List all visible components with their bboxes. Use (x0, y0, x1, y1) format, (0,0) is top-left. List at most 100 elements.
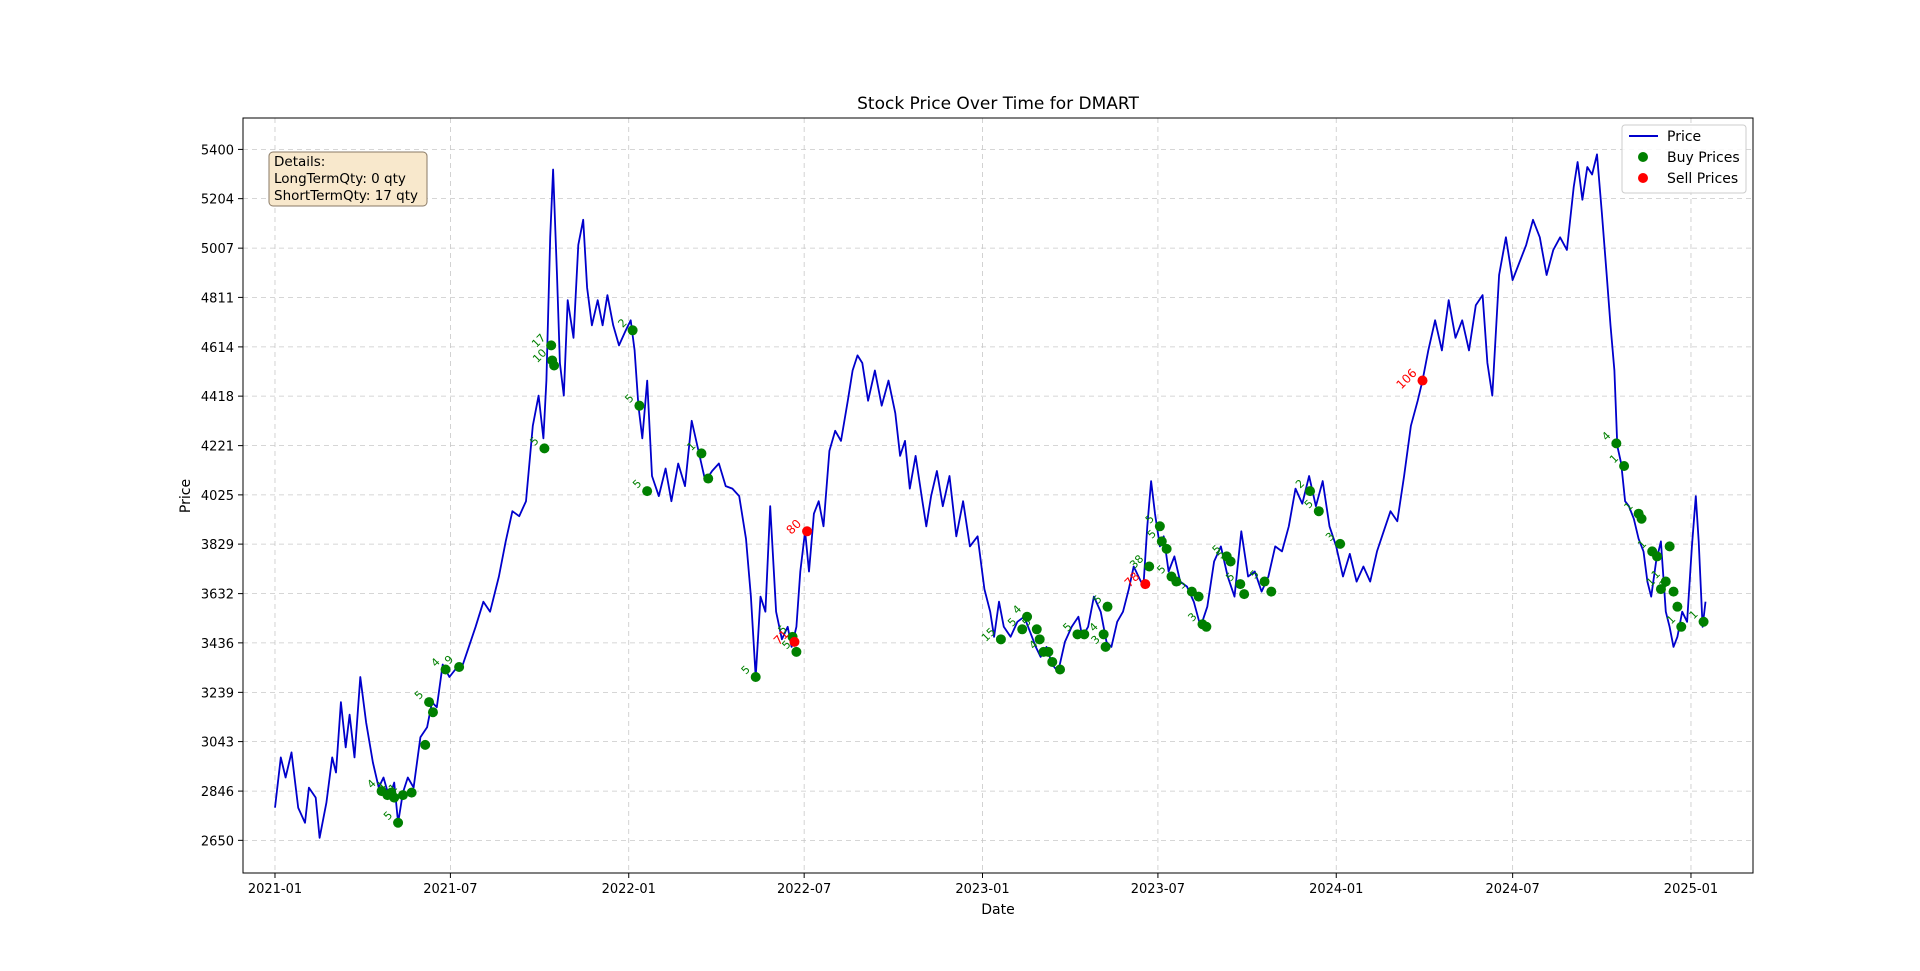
axes: 2021-01 2021-07 2022-01 2022-07 2023-01 2023-… (201, 143, 1718, 897)
x-tick-label: 2021-07 (423, 882, 477, 897)
buy-price-point (627, 325, 638, 336)
buy-price-point (1201, 621, 1212, 632)
y-tick-label: 4025 (201, 489, 234, 504)
buy-price-point (1652, 551, 1663, 562)
details-short-term-qty: ShortTermQty: 17 qty (274, 188, 418, 204)
legend-sell-label: Sell Prices (1667, 171, 1738, 187)
buy-price-point (1672, 601, 1683, 612)
sell-price-point (789, 636, 800, 647)
buy-price-point (1017, 624, 1028, 635)
x-tick-label: 2024-01 (1309, 882, 1363, 897)
buy-price-point (1660, 576, 1671, 587)
details-box-background (268, 151, 428, 207)
x-tick-label: 2023-07 (1131, 882, 1185, 897)
buy-price-point (1034, 634, 1045, 645)
legend-buy-label: Buy Prices (1667, 150, 1740, 166)
y-tick-label: 4811 (201, 291, 234, 306)
buy-price-point (389, 792, 400, 803)
price-series-line (274, 153, 1707, 839)
buy-price-point (397, 790, 408, 801)
buy-price-point (1161, 543, 1172, 554)
buy-price-point (424, 697, 435, 708)
x-axis-label: Date (981, 902, 1014, 918)
y-tick-label: 4418 (201, 390, 234, 405)
legend-sell-marker (1638, 173, 1648, 183)
buy-price-point (1664, 541, 1675, 552)
buy-price-point (642, 486, 653, 497)
buy-price-point (1144, 561, 1155, 572)
buy-price-point (539, 443, 550, 454)
legend-buy-marker (1638, 152, 1648, 162)
buy-price-point (703, 473, 714, 484)
buy-price-point (1193, 591, 1204, 602)
buy-price-point (1698, 616, 1709, 627)
buy-price-point (1154, 521, 1165, 532)
buy-price-point (1156, 536, 1167, 547)
legend: Price Buy Prices Sell Prices (1621, 124, 1747, 194)
buy-price-point (1100, 641, 1111, 652)
buy-price-point (1611, 438, 1622, 449)
buy-price-point (1235, 579, 1246, 590)
y-tick-label: 3829 (201, 538, 234, 553)
legend-price-label: Price (1667, 129, 1701, 145)
details-long-term-qty: LongTermQty: 0 qty (274, 171, 406, 187)
buy-price-point (1668, 586, 1679, 597)
buy-price-point (1022, 611, 1033, 622)
buy-price-point (427, 707, 438, 718)
sell-price-point (802, 526, 813, 537)
buy-price-point (1043, 646, 1054, 657)
buy-price-point (440, 664, 451, 675)
y-tick-label: 5400 (201, 143, 234, 158)
buy-price-point (1655, 584, 1666, 595)
x-tick-label: 2024-07 (1485, 882, 1539, 897)
buy-price-point (1636, 513, 1647, 524)
buy-price-point (1335, 538, 1346, 549)
buy-price-point (1098, 629, 1109, 640)
buy-price-point (549, 360, 560, 371)
buy-price-point (1171, 576, 1182, 587)
buy-price-point (750, 672, 761, 683)
y-tick-label: 2846 (201, 785, 234, 800)
buy-price-point (1239, 589, 1250, 600)
buy-price-point (454, 661, 465, 672)
buy-price-point (546, 340, 557, 351)
buy-price-point (420, 739, 431, 750)
buy-price-point (634, 400, 645, 411)
y-tick-label: 5204 (201, 193, 234, 208)
x-tick-label: 2025-01 (1664, 882, 1718, 897)
buy-price-point (1259, 576, 1270, 587)
plot-frame (242, 117, 1754, 874)
buy-price-point (1676, 621, 1687, 632)
y-tick-label: 3632 (201, 588, 234, 603)
x-tick-label: 2023-01 (955, 882, 1009, 897)
buy-price-point (1102, 601, 1113, 612)
x-tick-label: 2021-01 (248, 882, 302, 897)
sell-price-point (1417, 375, 1428, 386)
buy-price-point (1225, 556, 1236, 567)
buy-price-point (1079, 629, 1090, 640)
y-axis-label: Price (178, 479, 194, 513)
y-tick-label: 3436 (201, 637, 234, 652)
y-tick-label: 2650 (201, 834, 234, 849)
buy-price-point (406, 787, 417, 798)
buy-price-point (1047, 656, 1058, 667)
buy-price-point (1031, 624, 1042, 635)
buy-price-point (696, 448, 707, 459)
y-tick-label: 3043 (201, 736, 234, 751)
buy-price-point (1305, 486, 1316, 497)
buy-price-point (995, 634, 1006, 645)
sell-price-point (1140, 579, 1151, 590)
buy-price-point (393, 817, 404, 828)
y-tick-label: 5007 (201, 242, 234, 257)
details-heading: Details: (274, 154, 325, 170)
x-tick-label: 2022-01 (602, 882, 656, 897)
buy-price-point (1313, 506, 1324, 517)
y-tick-label: 4614 (201, 341, 234, 356)
x-tick-label: 2022-07 (777, 882, 831, 897)
buy-price-point (1619, 460, 1630, 471)
chart-title: Stock Price Over Time for DMART (857, 94, 1139, 114)
buy-price-point (791, 646, 802, 657)
